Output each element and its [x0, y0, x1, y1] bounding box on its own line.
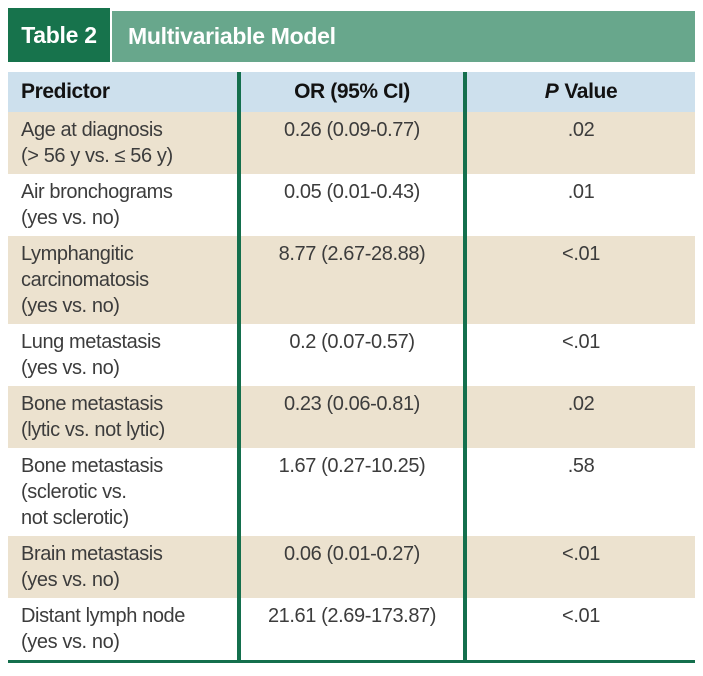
p-value-cell: <.01 [562, 605, 600, 627]
p-value-cell: <.01 [562, 331, 600, 353]
col-header-p-value: P Value [467, 72, 695, 112]
predictor-cell: Bone metastasis (sclerotic vs. not scler… [21, 455, 163, 529]
p-value-italic-p: P [544, 80, 559, 103]
title-gap [8, 62, 695, 72]
or-ci-cell: 0.05 (0.01-0.43) [237, 174, 467, 236]
or-ci-cell: 0.2 (0.07-0.57) [237, 324, 467, 386]
p-value-cell: <.01 [562, 543, 600, 565]
predictor-cell: Air bronchograms (yes vs. no) [21, 181, 173, 229]
table-number-label: Table 2 [8, 8, 110, 62]
table-title-bar: Table 2 Multivariable Model [8, 8, 695, 62]
or-ci-cell: 0.23 (0.06-0.81) [237, 386, 467, 448]
or-ci-cell: 1.67 (0.27-10.25) [237, 448, 467, 536]
p-value-cell: .02 [567, 119, 595, 141]
table-title: Multivariable Model [112, 11, 695, 62]
table-row: Age at diagnosis (> 56 y vs. ≤ 56 y) 0.2… [8, 112, 695, 174]
col-header-or-ci: OR (95% CI) [237, 72, 467, 112]
p-value-cell: <.01 [562, 243, 600, 265]
or-ci-cell: 0.26 (0.09-0.77) [237, 112, 467, 174]
table-row: Distant lymph node (yes vs. no) 21.61 (2… [8, 598, 695, 660]
p-value-cell: .58 [567, 455, 595, 477]
predictor-cell: Age at diagnosis (> 56 y vs. ≤ 56 y) [21, 119, 173, 167]
or-ci-cell: 21.61 (2.69-173.87) [237, 598, 467, 660]
p-value-cell: .02 [567, 393, 595, 415]
column-header-row: Predictor OR (95% CI) P Value [8, 72, 695, 112]
predictor-cell: Bone metastasis (lytic vs. not lytic) [21, 393, 165, 441]
table-row: Bone metastasis (sclerotic vs. not scler… [8, 448, 695, 536]
table-row: Bone metastasis (lytic vs. not lytic) 0.… [8, 386, 695, 448]
p-value-rest: Value [564, 80, 618, 103]
predictor-cell: Brain metastasis (yes vs. no) [21, 543, 163, 591]
table-row: Lymphangitic carcinomatosis (yes vs. no)… [8, 236, 695, 324]
table-row: Lung metastasis (yes vs. no) 0.2 (0.07-0… [8, 324, 695, 386]
p-value-cell: .01 [567, 181, 595, 203]
table-2-multivariable-model: Table 2 Multivariable Model Predictor OR… [8, 8, 695, 663]
or-ci-cell: 0.06 (0.01-0.27) [237, 536, 467, 598]
col-header-predictor: Predictor [21, 80, 110, 103]
table-row: Brain metastasis (yes vs. no) 0.06 (0.01… [8, 536, 695, 598]
table-bottom-rule [8, 660, 695, 663]
table-row: Air bronchograms (yes vs. no) 0.05 (0.01… [8, 174, 695, 236]
predictor-cell: Distant lymph node (yes vs. no) [21, 605, 186, 653]
predictor-cell: Lymphangitic carcinomatosis (yes vs. no) [21, 243, 149, 317]
predictor-cell: Lung metastasis (yes vs. no) [21, 331, 161, 379]
or-ci-cell: 8.77 (2.67-28.88) [237, 236, 467, 324]
